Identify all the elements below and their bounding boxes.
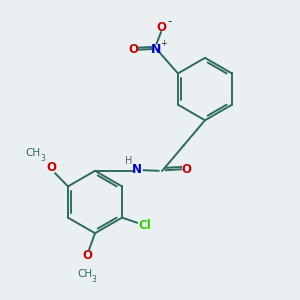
Text: 3: 3 bbox=[92, 275, 97, 284]
Text: -: - bbox=[168, 15, 172, 28]
Text: H: H bbox=[124, 156, 132, 166]
Text: O: O bbox=[156, 21, 166, 34]
Text: O: O bbox=[128, 43, 138, 56]
Text: +: + bbox=[160, 39, 167, 48]
Text: CH: CH bbox=[26, 148, 41, 158]
Text: Cl: Cl bbox=[138, 218, 151, 232]
Text: CH: CH bbox=[77, 269, 92, 279]
Text: O: O bbox=[46, 161, 57, 175]
Text: O: O bbox=[182, 163, 192, 176]
Text: N: N bbox=[132, 164, 142, 176]
Text: N: N bbox=[152, 43, 162, 56]
Text: O: O bbox=[82, 249, 93, 262]
Text: 3: 3 bbox=[40, 154, 45, 163]
